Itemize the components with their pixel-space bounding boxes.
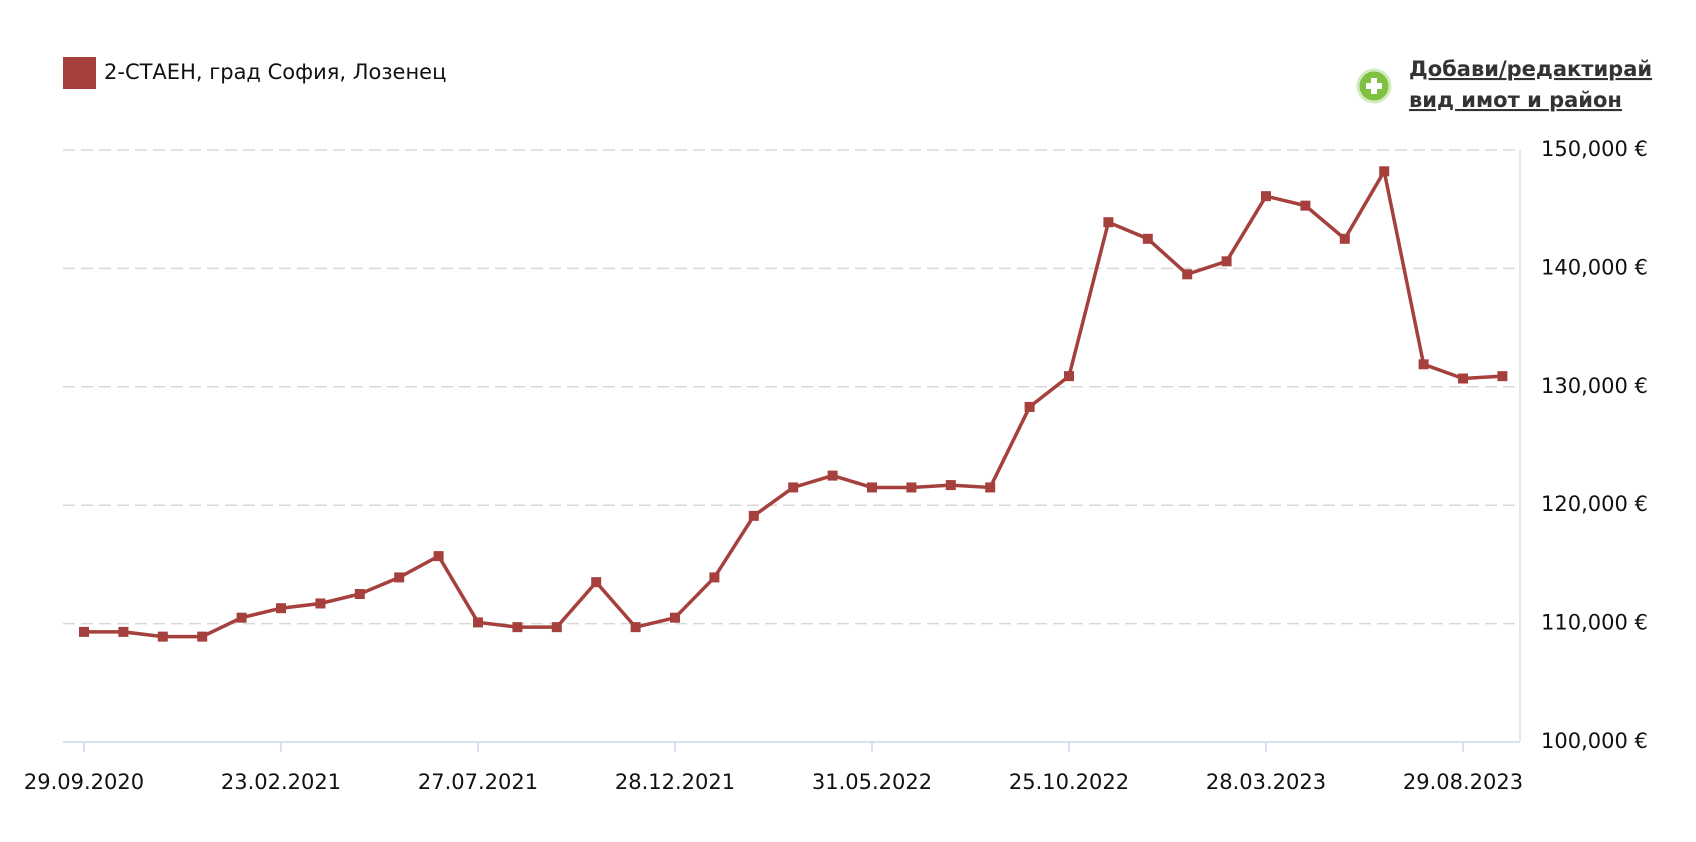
x-tick-label: 31.05.2022 [812,770,932,794]
point [157,631,168,642]
point [236,612,247,623]
series-line [84,166,1503,639]
x-tick-label: 28.03.2023 [1206,770,1326,794]
point [945,480,956,491]
legend-label[interactable]: 2-СТАЕН, град София, Лозенец [104,60,446,84]
point [433,551,444,562]
point [670,612,680,623]
point [1458,373,1468,384]
point [1300,200,1311,211]
point [1221,256,1232,267]
add-icon[interactable] [1356,68,1392,104]
x-tick-label: 29.08.2023 [1403,770,1523,794]
point [630,622,641,633]
point [394,572,405,583]
point [79,626,89,637]
y-tick-label: 140,000 € [1541,255,1648,279]
point [551,622,562,633]
y-tick-label: 100,000 € [1541,729,1648,753]
point [473,617,483,628]
legend-swatch [63,57,96,89]
point [512,622,523,633]
point [276,603,286,614]
link-line[interactable]: вид имот и район [1409,88,1622,112]
point [1182,269,1193,280]
point [906,482,917,493]
point [354,589,365,599]
point [1103,217,1114,228]
y-tick-label: 130,000 € [1541,374,1648,398]
point [1261,191,1271,202]
y-tick-label: 120,000 € [1541,492,1648,516]
point [591,577,602,588]
point [1024,401,1035,412]
link-line[interactable]: Добави/редактирай [1409,57,1652,81]
point [197,631,208,642]
point [1142,233,1153,244]
point [788,482,799,493]
point [1418,359,1429,370]
point [315,598,326,609]
point [1379,166,1390,177]
x-tick-label: 29.09.2020 [24,770,144,794]
point [827,470,838,481]
point [985,482,996,493]
point [1064,371,1074,382]
x-tick-label: 25.10.2022 [1009,770,1129,794]
point [709,572,720,583]
point [1339,233,1350,244]
point [748,510,759,521]
x-tick-label: 27.07.2021 [418,770,538,794]
x-tick-label: 28.12.2021 [615,770,735,794]
point [118,626,129,637]
point [867,482,877,493]
point [1497,371,1508,382]
y-tick-label: 150,000 € [1541,137,1648,161]
y-tick-label: 110,000 € [1541,611,1648,635]
x-tick-label: 23.02.2021 [221,770,341,794]
